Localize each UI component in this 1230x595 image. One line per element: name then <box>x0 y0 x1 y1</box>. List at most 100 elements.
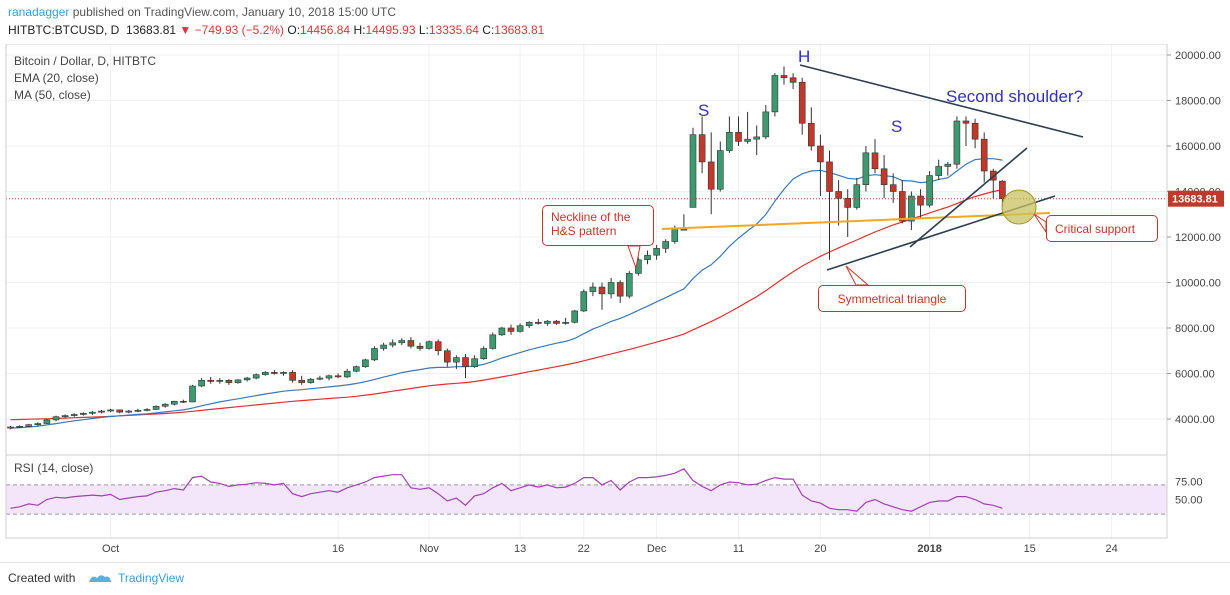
candle-body <box>562 322 569 324</box>
price-tick-label: 4000.00 <box>1175 414 1215 426</box>
candle-body <box>116 409 123 413</box>
candle <box>189 384 196 403</box>
time-tick-label: 2018 <box>917 543 941 555</box>
candle-body <box>352 366 360 372</box>
candle-body <box>343 370 351 378</box>
candle-body <box>152 405 160 410</box>
candle-body <box>362 359 369 367</box>
candle <box>289 370 296 383</box>
price-tick-label: 18000.00 <box>1175 96 1221 108</box>
time-tick-label: Oct <box>102 543 119 555</box>
candle <box>644 250 651 265</box>
candle <box>134 408 142 413</box>
candle <box>70 413 78 417</box>
candle <box>826 150 833 260</box>
legend-title: Bitcoin / Dollar, D, HITBTC <box>14 54 157 68</box>
candle <box>562 317 569 325</box>
candle-body <box>962 120 970 124</box>
callout-neckline-pointer <box>627 245 641 270</box>
candle <box>98 409 105 414</box>
candle <box>853 177 861 210</box>
time-tick-label: Nov <box>419 543 439 555</box>
candle-body <box>944 163 952 167</box>
candle-body <box>980 138 988 172</box>
candle <box>716 141 724 192</box>
candle-body <box>307 378 315 383</box>
candle <box>817 134 824 197</box>
candle-body <box>271 372 278 374</box>
candle-body <box>917 195 924 206</box>
candle-body <box>489 334 497 349</box>
price-tick-label: 6000.00 <box>1175 369 1215 381</box>
candle <box>798 77 806 135</box>
candle-body <box>52 416 60 421</box>
candle <box>871 139 879 174</box>
candle <box>34 422 42 426</box>
candle <box>544 320 551 326</box>
candle-body <box>662 241 670 249</box>
price-change: ▼ −749.93 (−5.2%) <box>179 23 285 37</box>
rising-trendline <box>909 147 1028 248</box>
price-chart[interactable]: 4000.006000.008000.0010000.0012000.00140… <box>0 44 1230 562</box>
price-tick-label: 12000.00 <box>1175 232 1221 244</box>
candle <box>553 320 560 325</box>
candle <box>516 323 524 333</box>
tradingview-logo-icon[interactable] <box>88 572 112 584</box>
critical-support-highlight <box>1001 189 1037 225</box>
candle-body <box>598 286 606 295</box>
upper-trendline <box>799 64 1084 138</box>
candle-body <box>771 75 779 113</box>
candle-body <box>371 348 378 361</box>
candle-body <box>789 77 797 83</box>
candle <box>389 339 397 348</box>
candle-body <box>835 191 842 199</box>
time-tick-label: 15 <box>1024 543 1036 555</box>
candle-body <box>171 400 178 405</box>
candle <box>525 321 533 328</box>
last-price: 13683.81 <box>126 23 177 37</box>
candle-body <box>716 150 724 190</box>
candle-body <box>180 400 187 403</box>
candle <box>252 373 260 380</box>
candle <box>744 111 751 144</box>
candle-body <box>644 254 651 261</box>
price-tick-label: 8000.00 <box>1175 323 1215 335</box>
candle-body <box>443 350 451 363</box>
candle-body <box>161 403 169 407</box>
candle-body <box>380 344 387 349</box>
candle-body <box>616 282 624 297</box>
author-link[interactable]: ranadagger <box>8 5 70 19</box>
candle-body <box>280 372 287 374</box>
candle-body <box>826 161 833 192</box>
candle-body <box>607 282 615 295</box>
candle-body <box>325 375 333 379</box>
chart-legend: Bitcoin / Dollar, D, HITBTC EMA (20, clo… <box>14 53 156 104</box>
callout-symmetrical-triangle: Symmetrical triangle <box>818 285 966 312</box>
candle <box>980 132 988 183</box>
candle-body <box>507 327 515 332</box>
annotation-right-shoulder: S <box>891 117 903 136</box>
candle-body <box>726 132 733 151</box>
tradingview-link[interactable]: TradingView <box>118 571 185 585</box>
candle <box>61 414 69 418</box>
chart-header: ranadagger published on TradingView.com,… <box>0 0 1230 44</box>
last-price-tag <box>1168 190 1224 207</box>
close-value: 13683.81 <box>494 23 545 37</box>
candle <box>362 358 369 368</box>
candle-body <box>234 379 242 383</box>
time-tick-label: 22 <box>578 543 590 555</box>
created-with-label: Created with <box>8 571 76 585</box>
candle <box>425 340 433 350</box>
candle-body <box>125 410 133 413</box>
high-label: H: <box>353 23 366 37</box>
candle <box>762 105 770 140</box>
candle-body <box>298 380 306 383</box>
candle-body <box>653 248 660 256</box>
candle-body <box>134 410 142 412</box>
candle-body <box>189 385 196 403</box>
candle <box>653 244 660 260</box>
candle <box>625 271 633 299</box>
open-value: 14456.84 <box>300 23 351 37</box>
candle <box>462 354 469 379</box>
candle-body <box>707 161 715 190</box>
